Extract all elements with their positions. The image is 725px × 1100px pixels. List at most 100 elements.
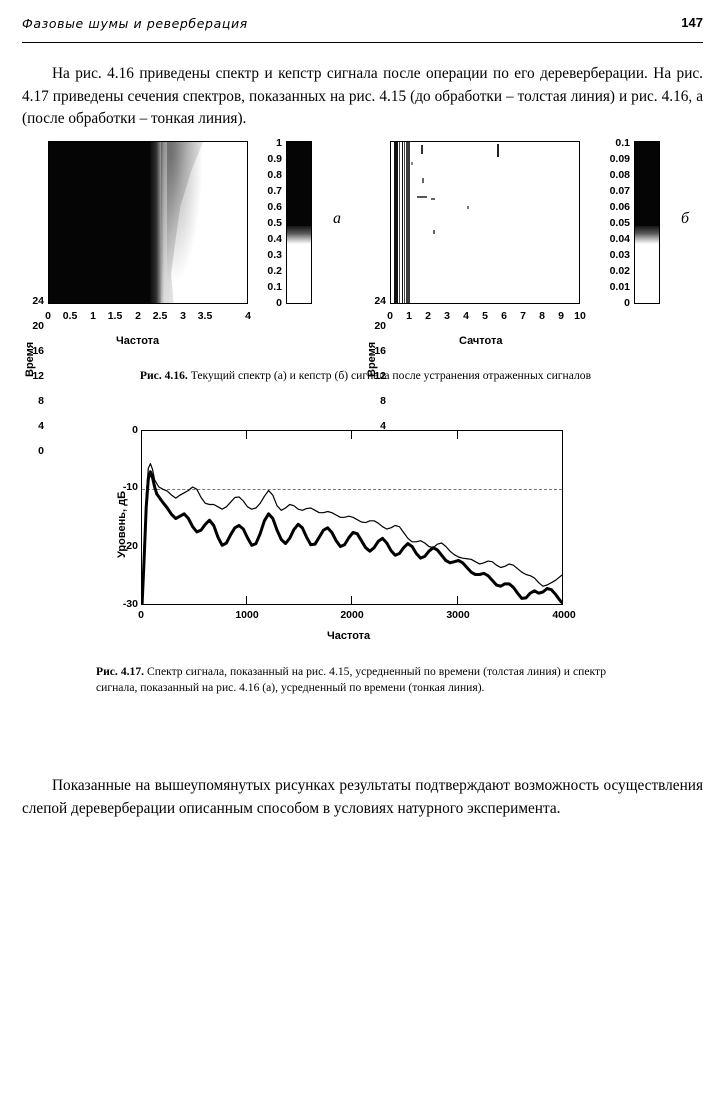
figure-4-17-caption-text: Спектр сигнала, показанный на рис. 4.15,… — [96, 665, 606, 694]
chart-xtick-0: 0 — [138, 609, 144, 621]
chart-ytick-0: 0 — [132, 424, 138, 436]
panel-b-xtick-8: 8 — [539, 310, 545, 322]
panel-b-cb-0-1: 0.1 — [615, 137, 630, 149]
chart-xtickmark-2000-bot — [351, 596, 353, 604]
panel-b-ink-band-1 — [394, 142, 397, 303]
panel-a-colorbar — [286, 141, 312, 304]
chart-series-thin — [142, 463, 562, 604]
panel-a-ytick-24: 24 — [32, 295, 44, 307]
panel-a-xtick-1-5: 1.5 — [107, 310, 123, 322]
panel-b-cb-0-04: 0.04 — [609, 233, 630, 245]
panel-b-speck-3 — [417, 196, 427, 198]
panel-b-speck-1 — [421, 145, 423, 154]
chart-xtick-2000: 2000 — [340, 609, 364, 621]
figure-4-17-caption: Рис. 4.17. Спектр сигнала, показанный на… — [96, 664, 606, 695]
chart-plot-area — [141, 430, 563, 605]
panel-a-xtick-1: 1 — [90, 310, 96, 322]
chart-xtickmark-1000-top — [246, 431, 248, 439]
chart-xtick-3000: 3000 — [446, 609, 470, 621]
panel-b-ink-band-3 — [406, 142, 410, 303]
intro-paragraph: На рис. 4.16 приведены спектр и кепстр с… — [22, 65, 703, 128]
panel-b-cb-0-06: 0.06 — [609, 201, 630, 213]
panel-a-ytick-16: 16 — [32, 345, 44, 357]
panel-a-xtick-3-5: 3.5 — [197, 310, 213, 322]
panel-a-cb-0-6: 0.6 — [267, 201, 282, 213]
panel-b-ytick-12: 12 — [374, 370, 386, 382]
panel-a-ink-solid — [49, 142, 150, 303]
panel-a-ytick-0: 0 — [38, 445, 44, 457]
chart-xtickmark-3000-bot — [457, 596, 459, 604]
panel-a-cb-0-2: 0.2 — [267, 265, 282, 277]
panel-a-cb-0-8: 0.8 — [267, 169, 282, 181]
panel-a-ytick-12: 12 — [32, 370, 44, 382]
figure-4-17-caption-prefix: Рис. 4.17. — [96, 665, 145, 678]
panel-a-ytick-8: 8 — [38, 395, 44, 407]
figure-4-16-caption-text: Текущий спектр (а) и кепстр (б) сигнала … — [187, 369, 592, 382]
chart-traces — [142, 463, 562, 604]
panel-b-colorbar-dark — [635, 142, 659, 228]
panel-a-cb-0-1: 0.1 — [267, 281, 282, 293]
panel-b-xtick-3: 3 — [444, 310, 450, 322]
panel-b-xtick-2: 2 — [425, 310, 431, 322]
running-head-title: Фазовые шумы и реверберация — [22, 16, 248, 31]
panel-b-x-axis-title: Сачтота — [459, 335, 503, 347]
panel-b-cb-0-08: 0.08 — [609, 169, 630, 181]
panel-a-cb-0: 0 — [276, 297, 282, 309]
panel-b-speck-5 — [422, 178, 424, 183]
panel-b-cb-0-03: 0.03 — [609, 249, 630, 261]
panel-a-ytick-4: 4 — [38, 420, 44, 432]
panel-a-cb-0-9: 0.9 — [267, 153, 282, 165]
figure-4-16-caption: Рис. 4.16. Текущий спектр (а) и кепстр (… — [58, 368, 673, 384]
panel-b-xtick-7: 7 — [520, 310, 526, 322]
panel-a-xtick-0-5: 0.5 — [62, 310, 78, 322]
panel-a-cb-0-3: 0.3 — [267, 249, 282, 261]
panel-b-cb-0-01: 0.01 — [609, 281, 630, 293]
chart-ytick--20: -20 — [122, 540, 138, 552]
panel-b-cb-0-02: 0.02 — [609, 265, 630, 277]
panel-b-letter: б — [681, 210, 690, 227]
panel-b-colorbar-gradient — [635, 226, 659, 244]
chart-x-axis-title: Частота — [327, 630, 371, 642]
panel-b-xtick-9: 9 — [558, 310, 564, 322]
panel-a-ink-speckle-top — [167, 142, 207, 303]
panel-a-plot-area — [48, 141, 248, 304]
panel-b-speck-2 — [497, 144, 499, 157]
panel-a-xtick-3: 3 — [180, 310, 186, 322]
panel-a-cb-1: 1 — [276, 137, 282, 149]
chart-series-thick — [142, 470, 562, 604]
panel-a-colorbar-gradient — [287, 226, 311, 244]
panel-b-xtick-10: 10 — [574, 310, 586, 322]
panel-b-plot-area — [390, 141, 580, 304]
chart-xtickmark-2000-top — [351, 431, 353, 439]
panel-b-ytick-20: 20 — [374, 320, 386, 332]
panel-b-speck-4 — [431, 198, 435, 200]
panel-a-cb-0-4: 0.4 — [267, 233, 282, 245]
figure-4-17: Уровень, дБ 0 -10 -20 -30 0 1000 2000 30… — [0, 424, 725, 642]
panel-b-cb-0: 0 — [624, 297, 630, 309]
panel-b-xtick-4: 4 — [463, 310, 469, 322]
panel-b-ytick-8: 8 — [380, 395, 386, 407]
page-number: 147 — [681, 15, 703, 30]
panel-a-ink-edge — [150, 142, 164, 303]
panel-a-xtick-4: 4 — [245, 310, 251, 322]
panel-a-x-axis-title: Частота — [116, 335, 160, 347]
panel-b-speck-8 — [411, 162, 413, 165]
chart-xtickmark-1000-bot — [246, 596, 248, 604]
panel-b-colorbar — [634, 141, 660, 304]
chart-ytick--30: -30 — [122, 598, 138, 610]
chart-xtick-1000: 1000 — [235, 609, 259, 621]
panel-b-ytick-4: 4 — [380, 420, 386, 432]
chart-xtickmark-3000-top — [457, 431, 459, 439]
chart-ytick--10: -10 — [122, 481, 138, 493]
panel-b-ytick-16: 16 — [374, 345, 386, 357]
panel-b-speck-6 — [467, 206, 469, 209]
chart-gridline--10 — [142, 489, 562, 491]
figure-4-16-caption-prefix: Рис. 4.16. — [139, 369, 188, 382]
panel-a-xtick-2: 2 — [135, 310, 141, 322]
chart-xtick-4000: 4000 — [552, 609, 576, 621]
panel-a-ytick-20: 20 — [32, 320, 44, 332]
panel-a-cb-0-7: 0.7 — [267, 185, 282, 197]
running-head: Фазовые шумы и реверберация 147 — [22, 15, 703, 43]
panel-b-cb-0-05: 0.05 — [609, 217, 630, 229]
panel-b-ink-band-2 — [397, 142, 407, 303]
